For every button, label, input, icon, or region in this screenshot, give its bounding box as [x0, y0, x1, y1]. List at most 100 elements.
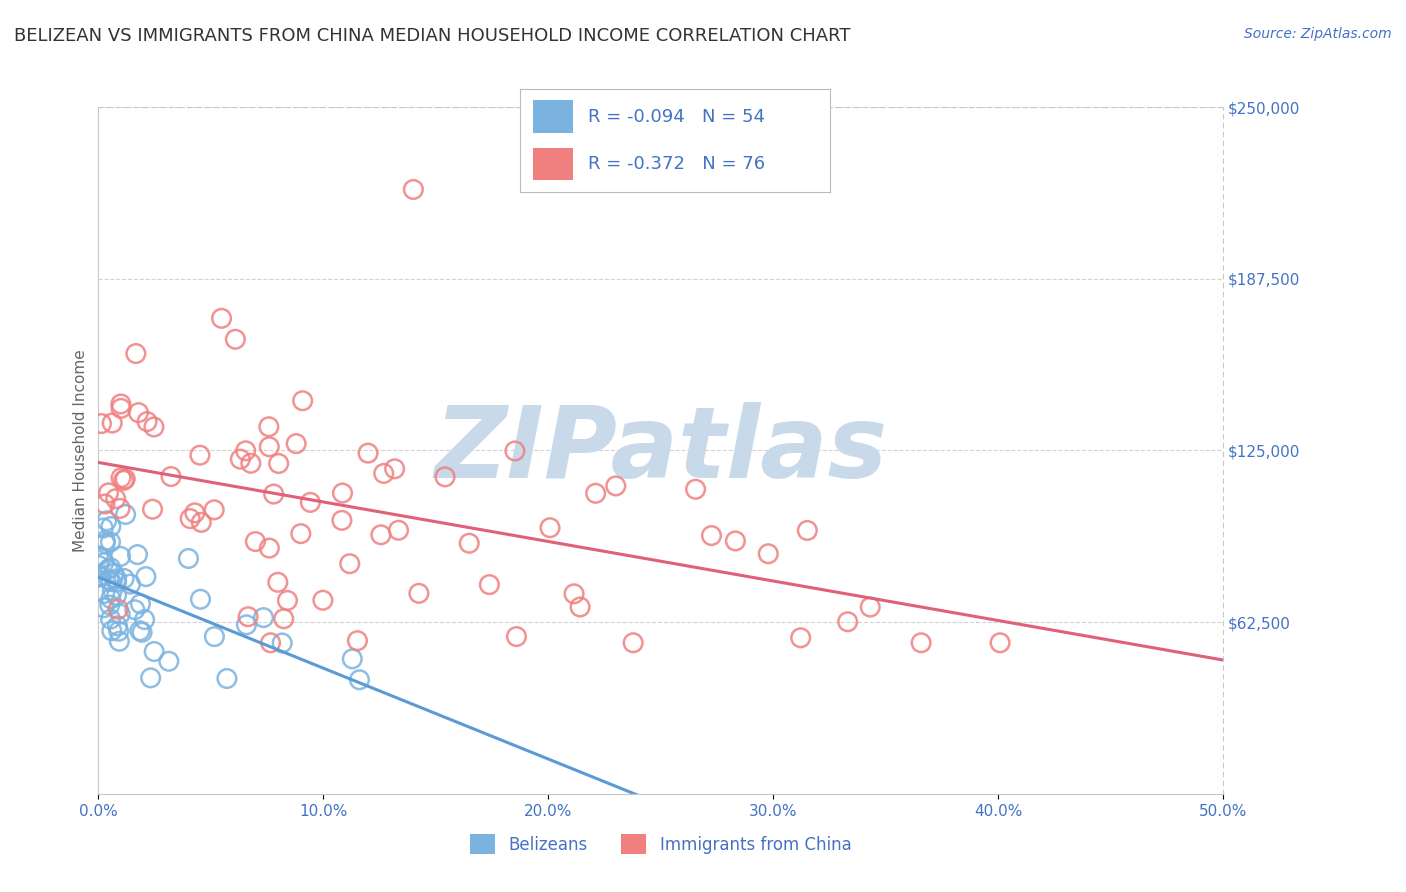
Point [837, 615, 859, 629]
Point [188, 448, 211, 462]
Point [700, 528, 723, 542]
Point [128, 406, 150, 420]
Y-axis label: Median Household Income: Median Household Income [73, 349, 89, 552]
Point [128, 624, 150, 638]
Point [245, 534, 267, 549]
Point [605, 479, 627, 493]
Point [224, 332, 246, 346]
Point [110, 549, 132, 564]
Text: R = -0.372   N = 76: R = -0.372 N = 76 [588, 155, 765, 173]
Point [259, 541, 281, 555]
Point [290, 526, 312, 541]
Text: Source: ZipAtlas.com: Source: ZipAtlas.com [1244, 27, 1392, 41]
Point [503, 444, 526, 458]
Point [190, 592, 212, 607]
Point [236, 609, 259, 624]
Point [988, 636, 1011, 650]
Point [291, 393, 314, 408]
Point [87, 549, 110, 563]
Point [621, 636, 644, 650]
Point [100, 574, 122, 589]
Point [235, 443, 257, 458]
Point [87, 558, 110, 573]
Point [96, 514, 118, 528]
Point [505, 630, 527, 644]
Point [98, 598, 121, 612]
Point [859, 600, 882, 615]
Point [267, 457, 290, 471]
Point [139, 671, 162, 685]
Point [135, 569, 157, 583]
Point [110, 607, 132, 621]
Text: BELIZEAN VS IMMIGRANTS FROM CHINA MEDIAN HOUSEHOLD INCOME CORRELATION CHART: BELIZEAN VS IMMIGRANTS FROM CHINA MEDIAN… [14, 27, 851, 45]
Point [215, 672, 238, 686]
Point [93, 586, 115, 600]
Point [402, 182, 425, 196]
Point [101, 416, 124, 430]
Point [184, 506, 207, 520]
Point [387, 523, 409, 537]
Point [107, 602, 129, 616]
Point [114, 472, 136, 486]
Point [190, 516, 212, 530]
Point [273, 612, 295, 626]
Point [910, 636, 932, 650]
Point [330, 513, 353, 527]
Text: ZIPatlas: ZIPatlas [434, 402, 887, 499]
Point [179, 511, 201, 525]
Point [97, 486, 120, 500]
Point [127, 548, 149, 562]
Point [346, 633, 368, 648]
Point [235, 617, 257, 632]
Point [276, 593, 298, 607]
Point [229, 452, 252, 467]
Point [100, 612, 122, 626]
Point [478, 577, 501, 591]
Point [789, 631, 811, 645]
Point [796, 524, 818, 538]
Point [332, 486, 354, 500]
Point [252, 610, 274, 624]
Point [202, 630, 225, 644]
Point [104, 491, 127, 506]
Point [585, 486, 607, 500]
Point [271, 636, 294, 650]
Point [89, 569, 111, 583]
FancyBboxPatch shape [533, 101, 572, 133]
Point [141, 502, 163, 516]
Point [120, 577, 142, 591]
Point [108, 634, 131, 648]
Point [349, 673, 371, 687]
Point [142, 420, 165, 434]
Point [101, 583, 124, 598]
Point [107, 619, 129, 633]
Point [136, 415, 159, 429]
Point [94, 533, 117, 548]
Point [112, 572, 135, 586]
Point [134, 613, 156, 627]
Point [685, 482, 707, 496]
Point [112, 474, 135, 488]
Point [408, 586, 430, 600]
Point [263, 487, 285, 501]
Point [100, 591, 122, 606]
Point [129, 597, 152, 611]
Point [211, 311, 233, 326]
Point [91, 550, 114, 565]
Point [202, 503, 225, 517]
Point [91, 521, 114, 535]
Point [97, 562, 120, 576]
Point [259, 636, 281, 650]
Point [93, 556, 115, 570]
Point [370, 528, 392, 542]
Point [114, 508, 136, 522]
Legend: Belizeans, Immigrants from China: Belizeans, Immigrants from China [464, 828, 858, 861]
Point [569, 599, 592, 614]
Point [458, 536, 481, 550]
Point [257, 419, 280, 434]
Point [239, 456, 262, 470]
Point [312, 593, 335, 607]
Point [93, 600, 115, 615]
Point [100, 519, 122, 533]
Point [373, 467, 395, 481]
